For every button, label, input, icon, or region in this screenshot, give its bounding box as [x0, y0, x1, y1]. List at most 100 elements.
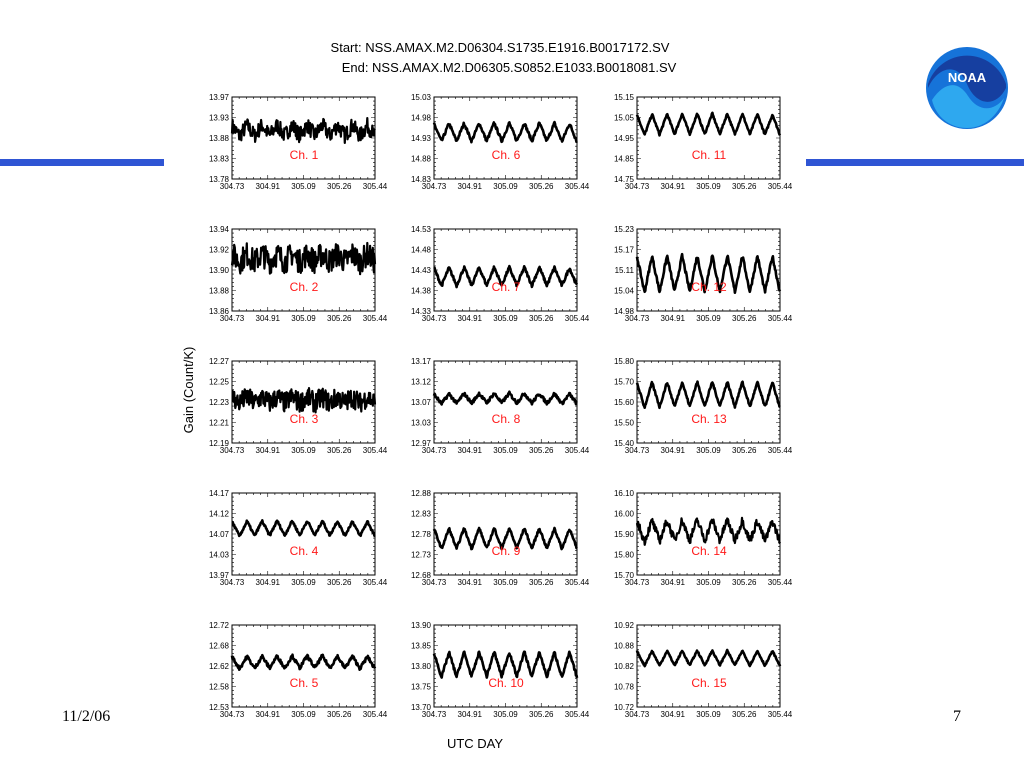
y-tick-label: 13.78 — [209, 175, 230, 184]
y-tick-label: 12.23 — [209, 398, 230, 407]
gain-series-ch-2 — [230, 241, 377, 276]
x-tick-label: 305.09 — [493, 182, 518, 191]
y-tick-label: 16.00 — [614, 510, 635, 519]
gain-series-ch-1 — [230, 117, 376, 144]
y-tick-label: 15.70 — [614, 571, 635, 580]
x-tick-label: 304.91 — [661, 446, 686, 455]
y-tick-label: 14.07 — [209, 530, 230, 539]
gain-series-ch-5 — [230, 653, 377, 671]
channel-label-ch-15: Ch. 15 — [691, 676, 727, 690]
x-tick-label: 304.91 — [661, 578, 686, 587]
panel-ticks-ch-5 — [231, 624, 376, 708]
y-tick-label: 10.88 — [614, 642, 635, 651]
y-tick-label: 13.12 — [411, 378, 432, 387]
x-tick-label: 304.73 — [422, 446, 447, 455]
y-tick-label: 14.85 — [614, 155, 635, 164]
y-tick-label: 13.92 — [209, 246, 230, 255]
y-tick-label: 14.75 — [614, 175, 635, 184]
channel-label-ch-13: Ch. 13 — [691, 412, 727, 426]
y-tick-label: 12.88 — [411, 489, 432, 498]
footer-page-number: 7 — [953, 708, 961, 725]
title-start-line: Start: NSS.AMAX.M2.D06304.S1735.E1916.B0… — [330, 40, 670, 55]
y-tick-label: 12.58 — [209, 683, 230, 692]
gain-series-ch-7 — [433, 264, 579, 289]
y-tick-label: 14.48 — [411, 246, 432, 255]
channel-label-ch-10: Ch. 10 — [488, 676, 524, 690]
figure-title-block: Start: NSS.AMAX.M2.D06304.S1735.E1916.B0… — [250, 38, 750, 78]
x-tick-label: 305.26 — [529, 314, 554, 323]
x-tick-label: 305.26 — [327, 578, 352, 587]
panel-frame-ch-11 — [636, 96, 781, 180]
panel-ticks-ch-11 — [636, 96, 781, 180]
x-tick-label: 305.09 — [696, 578, 721, 587]
channel-label-ch-8: Ch. 8 — [492, 412, 521, 426]
x-tick-label: 304.91 — [256, 578, 281, 587]
channel-label-ch-11: Ch. 11 — [692, 148, 727, 162]
x-tick-label: 304.73 — [625, 446, 650, 455]
channel-label-ch-3: Ch. 3 — [290, 412, 319, 426]
y-tick-label: 14.38 — [411, 287, 432, 296]
y-tick-label: 14.53 — [411, 225, 432, 234]
y-tick-label: 13.17 — [411, 357, 432, 366]
x-tick-label: 304.73 — [220, 710, 245, 719]
y-tick-label: 15.90 — [614, 530, 635, 539]
x-tick-label: 305.44 — [565, 182, 590, 191]
y-tick-label: 13.90 — [411, 621, 432, 630]
y-tick-label: 14.12 — [209, 510, 230, 519]
x-tick-label: 305.26 — [529, 710, 554, 719]
y-tick-label: 14.17 — [209, 489, 230, 498]
x-tick-label: 304.91 — [661, 710, 686, 719]
channel-label-ch-4: Ch. 4 — [290, 544, 319, 558]
x-tick-label: 305.26 — [327, 182, 352, 191]
y-tick-label: 12.68 — [209, 642, 230, 651]
y-tick-label: 12.68 — [411, 571, 432, 580]
left-accent-rule — [0, 159, 164, 166]
x-tick-label: 304.73 — [220, 182, 245, 191]
y-tick-label: 10.92 — [614, 621, 635, 630]
x-tick-label: 305.09 — [696, 314, 721, 323]
panel-ticks-ch-8 — [433, 360, 578, 444]
y-tick-label: 15.04 — [614, 287, 635, 296]
x-tick-label: 305.26 — [732, 182, 757, 191]
y-tick-label: 12.21 — [209, 419, 230, 428]
x-tick-label: 305.09 — [493, 446, 518, 455]
x-tick-label: 305.09 — [493, 710, 518, 719]
x-tick-label: 305.26 — [327, 314, 352, 323]
y-tick-label: 15.03 — [411, 93, 432, 102]
y-tick-label: 12.78 — [411, 530, 432, 539]
y-tick-label: 15.17 — [614, 246, 635, 255]
y-tick-label: 16.10 — [614, 489, 635, 498]
y-tick-label: 12.72 — [209, 621, 230, 630]
y-tick-label: 12.25 — [209, 378, 230, 387]
y-tick-label: 13.80 — [411, 662, 432, 671]
y-tick-label: 12.53 — [209, 703, 230, 712]
x-tick-label: 305.26 — [327, 710, 352, 719]
x-tick-label: 305.44 — [565, 446, 590, 455]
x-tick-label: 305.44 — [768, 182, 793, 191]
x-tick-label: 304.91 — [256, 182, 281, 191]
x-tick-label: 305.26 — [529, 446, 554, 455]
x-tick-label: 304.73 — [220, 446, 245, 455]
y-tick-label: 13.83 — [209, 155, 230, 164]
gain-series-ch-11 — [635, 111, 782, 137]
channel-label-ch-1: Ch. 1 — [290, 148, 319, 162]
panel-ticks-ch-7 — [433, 228, 578, 312]
x-tick-label: 305.44 — [768, 578, 793, 587]
y-tick-label: 13.85 — [411, 642, 432, 651]
y-tick-label: 10.82 — [614, 662, 635, 671]
channel-label-ch-9: Ch. 9 — [492, 544, 521, 558]
y-tick-label: 12.83 — [411, 510, 432, 519]
x-tick-label: 305.44 — [363, 182, 388, 191]
panel-ticks-ch-3 — [231, 360, 376, 444]
panel-ticks-ch-1 — [231, 96, 376, 180]
x-tick-label: 304.91 — [458, 710, 483, 719]
y-tick-label: 14.43 — [411, 266, 432, 275]
x-tick-label: 305.26 — [732, 578, 757, 587]
x-tick-label: 305.44 — [768, 446, 793, 455]
gain-series-ch-15 — [635, 648, 782, 668]
y-tick-label: 14.95 — [614, 134, 635, 143]
gain-series-ch-8 — [432, 390, 578, 406]
x-tick-label: 304.73 — [625, 314, 650, 323]
x-tick-label: 304.73 — [220, 314, 245, 323]
